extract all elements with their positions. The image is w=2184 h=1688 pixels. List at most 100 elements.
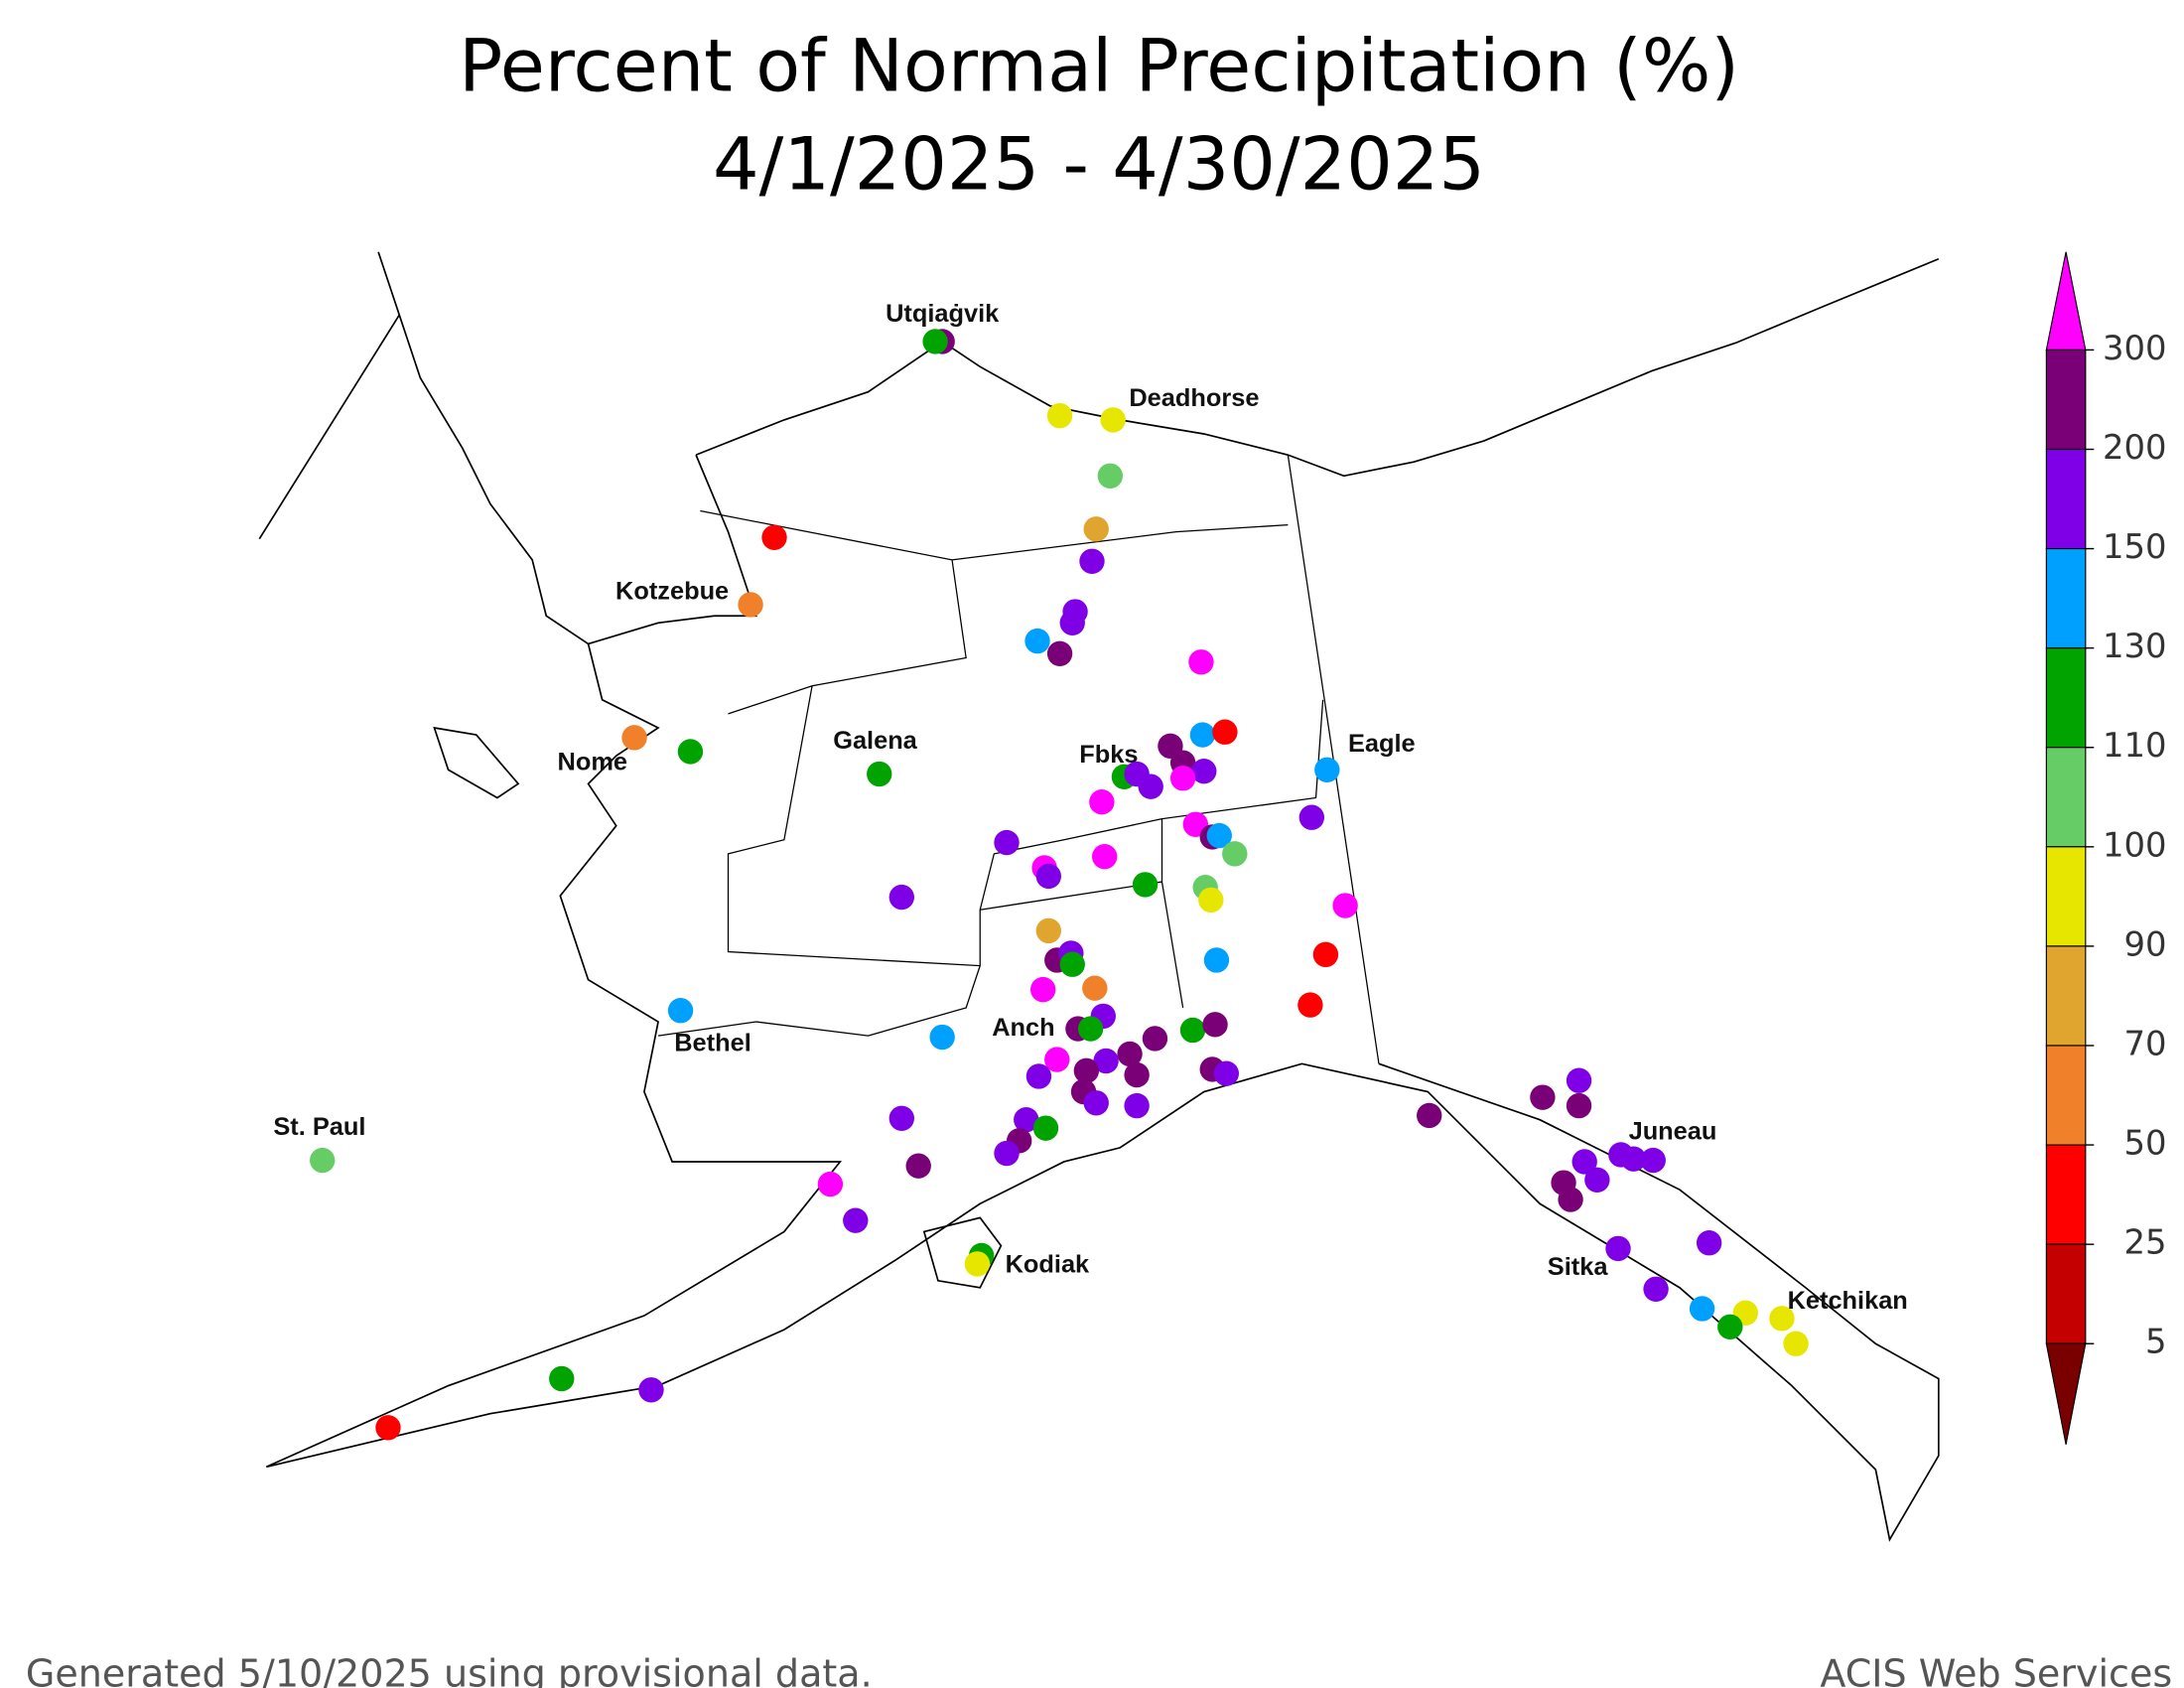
place-label: Nome [558, 748, 627, 775]
station-dot [1620, 1146, 1647, 1172]
station-dot [1132, 872, 1159, 898]
station-dot [621, 725, 647, 751]
station-dot [1571, 1149, 1597, 1175]
legend-swatch [2045, 448, 2087, 550]
station-dot [1212, 719, 1238, 745]
station-dot [1169, 766, 1196, 791]
kodiak-island [922, 1216, 1003, 1289]
station-dot [922, 329, 948, 354]
station-dot [1138, 774, 1163, 799]
station-dot [1206, 822, 1232, 849]
station-dot [1044, 1047, 1070, 1072]
legend-swatch [2045, 1342, 2087, 1445]
station-dot [638, 1377, 664, 1403]
place-label: Sitka [1548, 1253, 1609, 1281]
coastline [695, 257, 1940, 478]
station-dot [964, 1251, 991, 1277]
station-dot [1035, 863, 1061, 890]
legend-tick-label: 300 [2103, 329, 2167, 367]
station-dot [1298, 804, 1324, 830]
station-dot [1093, 1048, 1119, 1074]
legend-tick-label: 5 [2145, 1323, 2167, 1361]
basemap [258, 251, 1940, 1542]
chukotka-coast [258, 251, 590, 645]
station-dot [1124, 1092, 1150, 1119]
station-dot [1417, 1102, 1442, 1129]
station-dot [1035, 917, 1061, 944]
footer-right: ACIS Web Services [1820, 1652, 2172, 1688]
station-dot [1032, 1115, 1059, 1141]
station-dot [1558, 1187, 1583, 1212]
station-dot [905, 1153, 931, 1179]
station-dot [929, 1024, 955, 1051]
station-dot [1640, 1147, 1666, 1174]
legend-tick-label: 200 [2103, 428, 2167, 467]
station-dot [843, 1207, 869, 1233]
legend-swatch [2045, 647, 2087, 749]
station-dot [1213, 1060, 1240, 1086]
legend-tick-label: 150 [2103, 527, 2167, 566]
place-labels: Utqiaġvik Deadhorse Kotzebue Nome Galena Fbks… [273, 300, 1907, 1315]
station-dot [1097, 463, 1124, 489]
station-dot [1059, 951, 1085, 977]
place-label: Bethel [674, 1030, 751, 1057]
station-dot [1046, 640, 1073, 666]
station-dot [1014, 1107, 1039, 1133]
station-dot [1079, 548, 1105, 574]
legend-swatch [2045, 1144, 2087, 1245]
legend-tick-label: 130 [2103, 627, 2167, 665]
station-dot [1191, 759, 1217, 784]
place-label: Anch [992, 1014, 1054, 1042]
station-dot [738, 592, 763, 618]
stations [310, 329, 1809, 1441]
legend-tick-label: 110 [2103, 726, 2167, 765]
legend-swatch [2045, 846, 2087, 947]
station-dot [1089, 789, 1115, 815]
station-dot [1689, 1296, 1715, 1322]
place-label: Juneau [1629, 1117, 1717, 1145]
station-dot [1696, 1230, 1722, 1256]
station-dot [1077, 1016, 1104, 1042]
station-dot [1605, 1235, 1631, 1262]
station-dot [1769, 1306, 1795, 1332]
station-dot [1332, 893, 1358, 918]
station-dot [549, 1365, 575, 1392]
legend-swatch [2045, 548, 2087, 649]
place-label: Fbks [1079, 741, 1138, 769]
station-dot [1203, 947, 1230, 973]
station-dot [1198, 887, 1224, 914]
station-dot [1314, 757, 1340, 782]
station-dot [310, 1147, 336, 1174]
legend-swatch [2045, 1045, 2087, 1146]
station-dot [1222, 841, 1248, 867]
map-subtitle: 4/1/2025 - 4/30/2025 [713, 122, 1485, 207]
station-dot [667, 998, 694, 1024]
legend-tick-label: 100 [2103, 825, 2167, 864]
station-dot [1082, 975, 1108, 1001]
footer-left: Generated 5/10/2025 using provisional da… [26, 1652, 873, 1688]
station-dot [1584, 1167, 1610, 1193]
legend-tick-label: 90 [2124, 924, 2167, 963]
station-dot [1059, 610, 1085, 635]
station-dot [817, 1171, 844, 1197]
station-dot [1083, 1090, 1109, 1116]
station-dot [1024, 628, 1050, 654]
legend-swatch [2045, 945, 2087, 1047]
station-dot [1189, 722, 1216, 748]
place-label: Kodiak [1006, 1250, 1090, 1278]
station-dot [1179, 1017, 1206, 1044]
place-label: Utqiaġvik [886, 300, 1000, 328]
legend-swatch [2045, 747, 2087, 848]
station-dot [1566, 1092, 1592, 1119]
place-label: Ketchikan [1788, 1287, 1908, 1315]
station-dot [1073, 1057, 1100, 1084]
station-dot [888, 884, 914, 911]
station-dot [1117, 1041, 1143, 1067]
station-dot [1025, 1063, 1052, 1089]
legend-tick-label: 50 [2124, 1124, 2167, 1163]
station-dot [888, 1105, 914, 1131]
legend-tick-label: 25 [2124, 1223, 2167, 1262]
legend: 300 200 150 130 110 100 90 70 50 25 5 [2045, 251, 2167, 1445]
station-dot [1297, 992, 1323, 1018]
